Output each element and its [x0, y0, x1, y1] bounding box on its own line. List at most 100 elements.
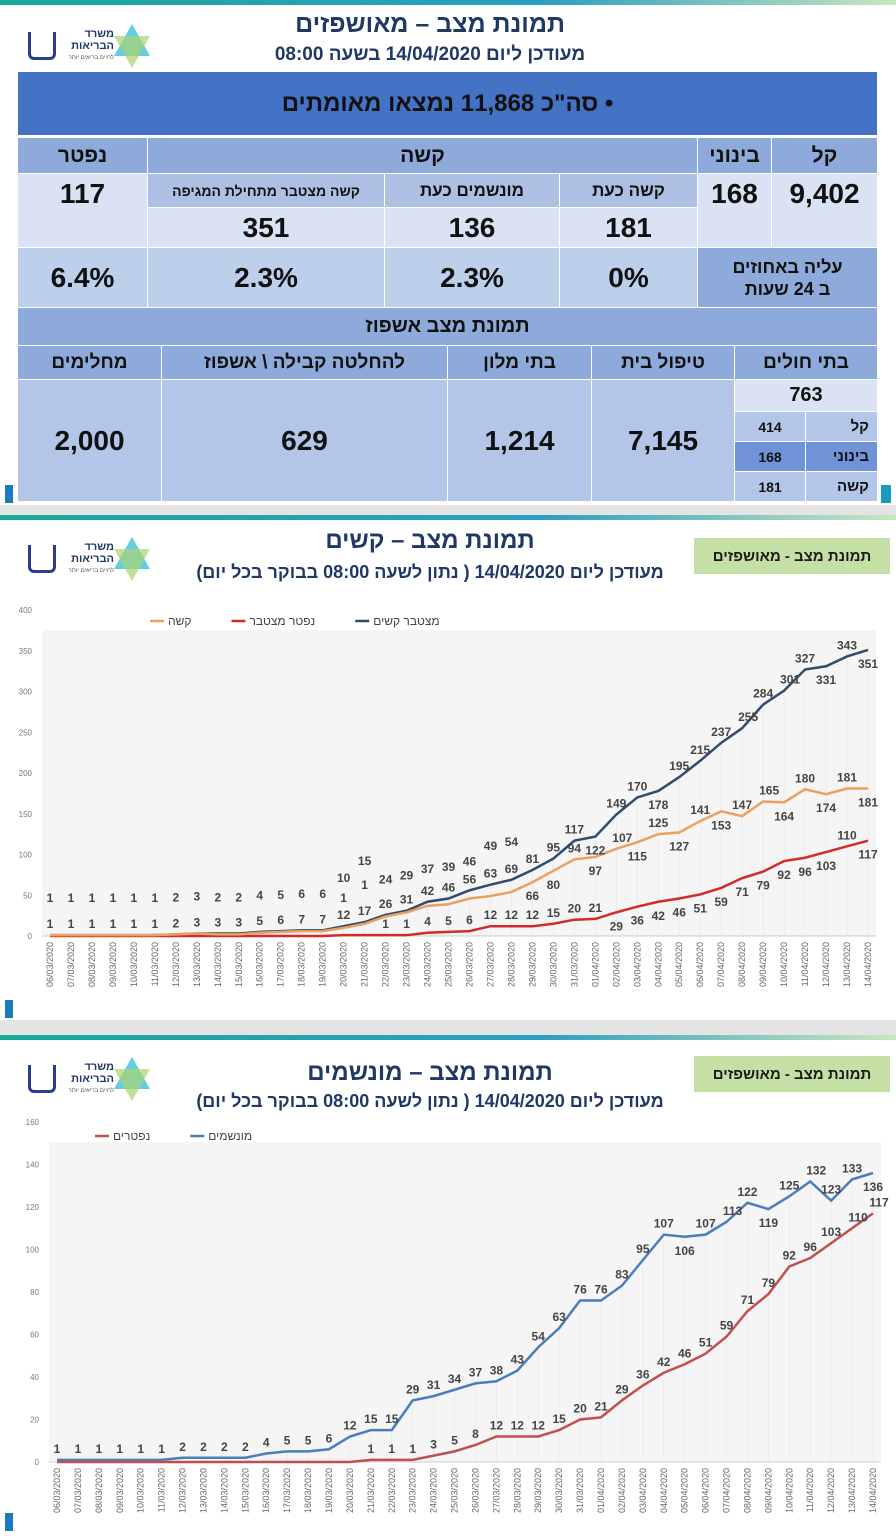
data-label: 54 [505, 835, 519, 849]
x-tick-label: 02/04/2020 [611, 942, 621, 987]
data-label: 2 [173, 916, 180, 930]
data-label: 5 [451, 1433, 458, 1447]
data-label: 6 [466, 913, 473, 927]
data-label: 2 [173, 890, 180, 904]
x-tick-label: 08/04/2020 [737, 942, 747, 987]
value-severe-cumulative: 351 [148, 208, 385, 248]
legend-entry: נפטר מצטבר [249, 614, 315, 628]
data-label: 29 [400, 868, 414, 882]
y-tick-label: 100 [26, 1246, 40, 1255]
data-label: 59 [720, 1319, 734, 1333]
header-deceased: נפטר [18, 138, 148, 174]
data-label: 1 [409, 1442, 416, 1456]
data-label: 107 [612, 831, 632, 845]
data-label: 215 [690, 743, 710, 757]
logo-text: משרד הבריאות [62, 28, 114, 52]
logo-name-line2: הבריאות [71, 40, 114, 52]
x-tick-label: 12/04/2020 [821, 942, 831, 987]
data-label: 1 [68, 917, 75, 931]
data-label: 96 [798, 865, 812, 879]
y-tick-label: 0 [35, 1458, 40, 1467]
data-label: 1 [110, 917, 117, 931]
header-hotels: בתי מלון [448, 346, 592, 380]
y-tick-label: 300 [19, 688, 33, 697]
data-label: 51 [694, 901, 708, 915]
data-label: 15 [385, 1412, 399, 1426]
data-label: 181 [858, 795, 878, 809]
increase-severe-cumulative: 2.3% [148, 248, 385, 308]
data-label: 123 [821, 1183, 841, 1197]
x-tick-label: 11/04/2020 [805, 1468, 815, 1512]
top-accent-line [0, 515, 896, 520]
data-label: 1 [89, 917, 96, 931]
data-label: 351 [858, 657, 878, 671]
header-moderate: בינוני [698, 138, 772, 174]
x-tick-label: 12/03/2020 [171, 942, 181, 987]
data-label: 10 [337, 871, 351, 885]
section-badge: תמונת מצב - מאושפזים [694, 538, 890, 574]
data-label: 136 [863, 1180, 883, 1194]
x-tick-label: 07/04/2020 [722, 1468, 732, 1513]
y-tick-label: 60 [30, 1331, 39, 1340]
data-label: 15 [358, 854, 372, 868]
x-tick-label: 09/04/2020 [763, 1468, 773, 1513]
data-label: 106 [675, 1244, 695, 1258]
x-tick-label: 03/04/2020 [632, 942, 642, 987]
data-label: 3 [193, 890, 200, 904]
x-tick-label: 06/03/2020 [52, 1468, 62, 1513]
data-label: 26 [379, 897, 393, 911]
data-label: 237 [711, 725, 731, 739]
header-severe: קשה [148, 138, 698, 174]
data-label: 38 [490, 1363, 504, 1377]
y-tick-label: 140 [26, 1161, 40, 1170]
x-tick-label: 06/03/2020 [45, 942, 55, 987]
x-tick-label: 13/03/2020 [198, 1468, 208, 1513]
data-label: 195 [669, 759, 689, 773]
x-tick-label: 13/04/2020 [842, 942, 852, 987]
x-tick-label: 10/03/2020 [136, 1468, 146, 1513]
value-home-care: 7,145 [592, 380, 735, 502]
x-tick-label: 08/04/2020 [742, 1468, 752, 1513]
x-tick-label: 28/03/2020 [506, 942, 516, 987]
data-label: 46 [673, 906, 687, 920]
x-tick-label: 16/03/2020 [255, 942, 265, 987]
x-tick-label: 02/04/2020 [617, 1468, 627, 1513]
data-label: 76 [594, 1283, 608, 1297]
data-label: 42 [657, 1355, 671, 1369]
x-tick-label: 10/03/2020 [129, 942, 139, 987]
x-tick-label: 26/03/2020 [470, 1468, 480, 1513]
legend-entry: מונשמים [208, 1129, 252, 1143]
menorah-icon [28, 545, 56, 573]
data-label: 21 [589, 901, 603, 915]
data-label: 92 [783, 1249, 797, 1263]
severe-chart: 0 50 100 150 200 250 300 350 400 06/03/2020 07/03/… [19, 606, 879, 987]
ventilated-panel: משרד הבריאות לחיים בריאים יותר תמונת מצב … [0, 1035, 896, 1536]
y-tick-label: 400 [19, 606, 33, 615]
x-tick-label: 17/03/2020 [282, 1468, 292, 1513]
data-label: 107 [696, 1217, 716, 1231]
x-tick-label: 18/03/2020 [303, 1468, 313, 1513]
y-tick-label: 0 [28, 932, 33, 941]
data-label: 125 [779, 1178, 799, 1192]
data-label: 66 [526, 889, 540, 903]
data-label: 69 [505, 862, 519, 876]
data-label: 4 [263, 1436, 270, 1450]
subheader-severe-now: קשה כעת [560, 174, 698, 208]
x-tick-label: 16/03/2020 [261, 1468, 271, 1513]
x-tick-label: 03/04/2020 [638, 1468, 648, 1513]
severe-panel: משרד הבריאות לחיים בריאים יותר תמונת מצב … [0, 515, 896, 1020]
data-label: 7 [319, 912, 326, 926]
data-label: 95 [547, 841, 561, 855]
data-label: 115 [628, 849, 648, 863]
header-light: קל [772, 138, 878, 174]
x-tick-label: 13/03/2020 [192, 942, 202, 987]
data-label: 46 [463, 855, 477, 869]
data-label: 29 [406, 1382, 420, 1396]
x-tick-label: 21/03/2020 [360, 942, 370, 987]
data-label: 94 [568, 841, 582, 855]
logo-name-line1: משרד [84, 541, 114, 553]
data-label: 1 [382, 917, 389, 931]
section-badge: תמונת מצב - מאושפזים [694, 1056, 890, 1092]
increase-deceased: 6.4% [18, 248, 148, 308]
data-label: 36 [631, 914, 645, 928]
